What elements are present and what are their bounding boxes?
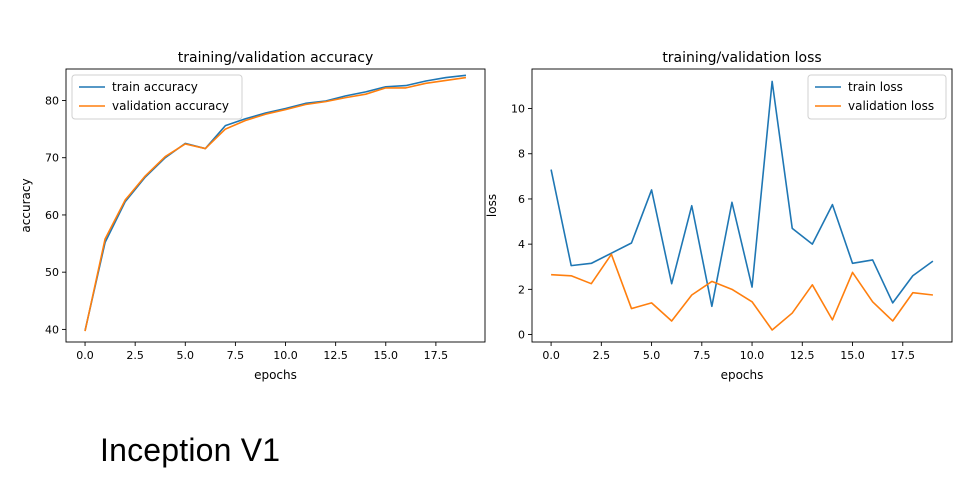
x-tick-label: 2.5: [126, 349, 144, 362]
x-tick-label: 0.0: [542, 349, 560, 362]
series-line-2: [551, 253, 933, 331]
y-tick-label: 2: [518, 283, 525, 296]
figure-caption: Inception V1: [100, 432, 281, 468]
chart-title: training/validation loss: [662, 50, 821, 66]
x-tick-label: 0.0: [76, 349, 94, 362]
x-tick-label: 17.5: [891, 349, 916, 362]
legend-entry: validation loss: [848, 99, 934, 113]
y-tick-label: 60: [45, 209, 59, 222]
legend-entry: train accuracy: [112, 80, 198, 94]
x-tick-label: 5.0: [177, 349, 195, 362]
x-tick-label: 17.5: [424, 349, 449, 362]
series-line-1: [550, 80, 934, 308]
legend: train accuracy validation accuracy: [71, 74, 243, 120]
chart-title: training/validation accuracy: [178, 50, 374, 66]
y-tick-label: 4: [518, 238, 525, 251]
plot-frame: [65, 68, 486, 343]
y-tick-label: 0: [518, 329, 525, 342]
x-axis-label: epochs: [254, 368, 297, 382]
y-tick-label: 10: [511, 103, 525, 116]
x-tick-label: 10.0: [740, 349, 765, 362]
x-axis-label: epochs: [721, 368, 764, 382]
x-tick-label: 7.5: [227, 349, 245, 362]
loss-chart: training/validation loss 0.0 2.5 5.0 7.5 10.0…: [485, 50, 953, 382]
series-line-1: [84, 74, 467, 331]
x-tick-label: 2.5: [593, 349, 611, 362]
y-tick-label: 40: [45, 323, 59, 336]
y-tick-label: 50: [45, 266, 59, 279]
y-tick-label: 70: [45, 152, 59, 165]
legend-box: [807, 74, 947, 120]
legend-box: [71, 74, 243, 120]
x-tick-label: 15.0: [840, 349, 865, 362]
x-tick-label: 12.5: [323, 349, 348, 362]
x-tick-label: 12.5: [790, 349, 815, 362]
y-tick-label: 8: [518, 148, 525, 161]
accuracy-chart: training/validation accuracy 0.0 2.5 5.0 7.5…: [19, 50, 486, 382]
x-tick-label: 10.0: [273, 349, 298, 362]
y-axis-label: accuracy: [19, 178, 33, 232]
x-tick-label: 5.0: [643, 349, 661, 362]
x-tick-label: 7.5: [693, 349, 711, 362]
x-tick-label: 15.0: [374, 349, 399, 362]
legend: train loss validation loss: [807, 74, 947, 120]
legend-entry: validation accuracy: [112, 99, 229, 113]
plot-frame: [531, 68, 953, 343]
y-axis-label: loss: [485, 194, 499, 217]
legend-entry: train loss: [848, 80, 903, 94]
y-tick-label: 80: [45, 94, 59, 107]
y-tick-label: 6: [518, 193, 525, 206]
series-line-2: [84, 76, 467, 332]
